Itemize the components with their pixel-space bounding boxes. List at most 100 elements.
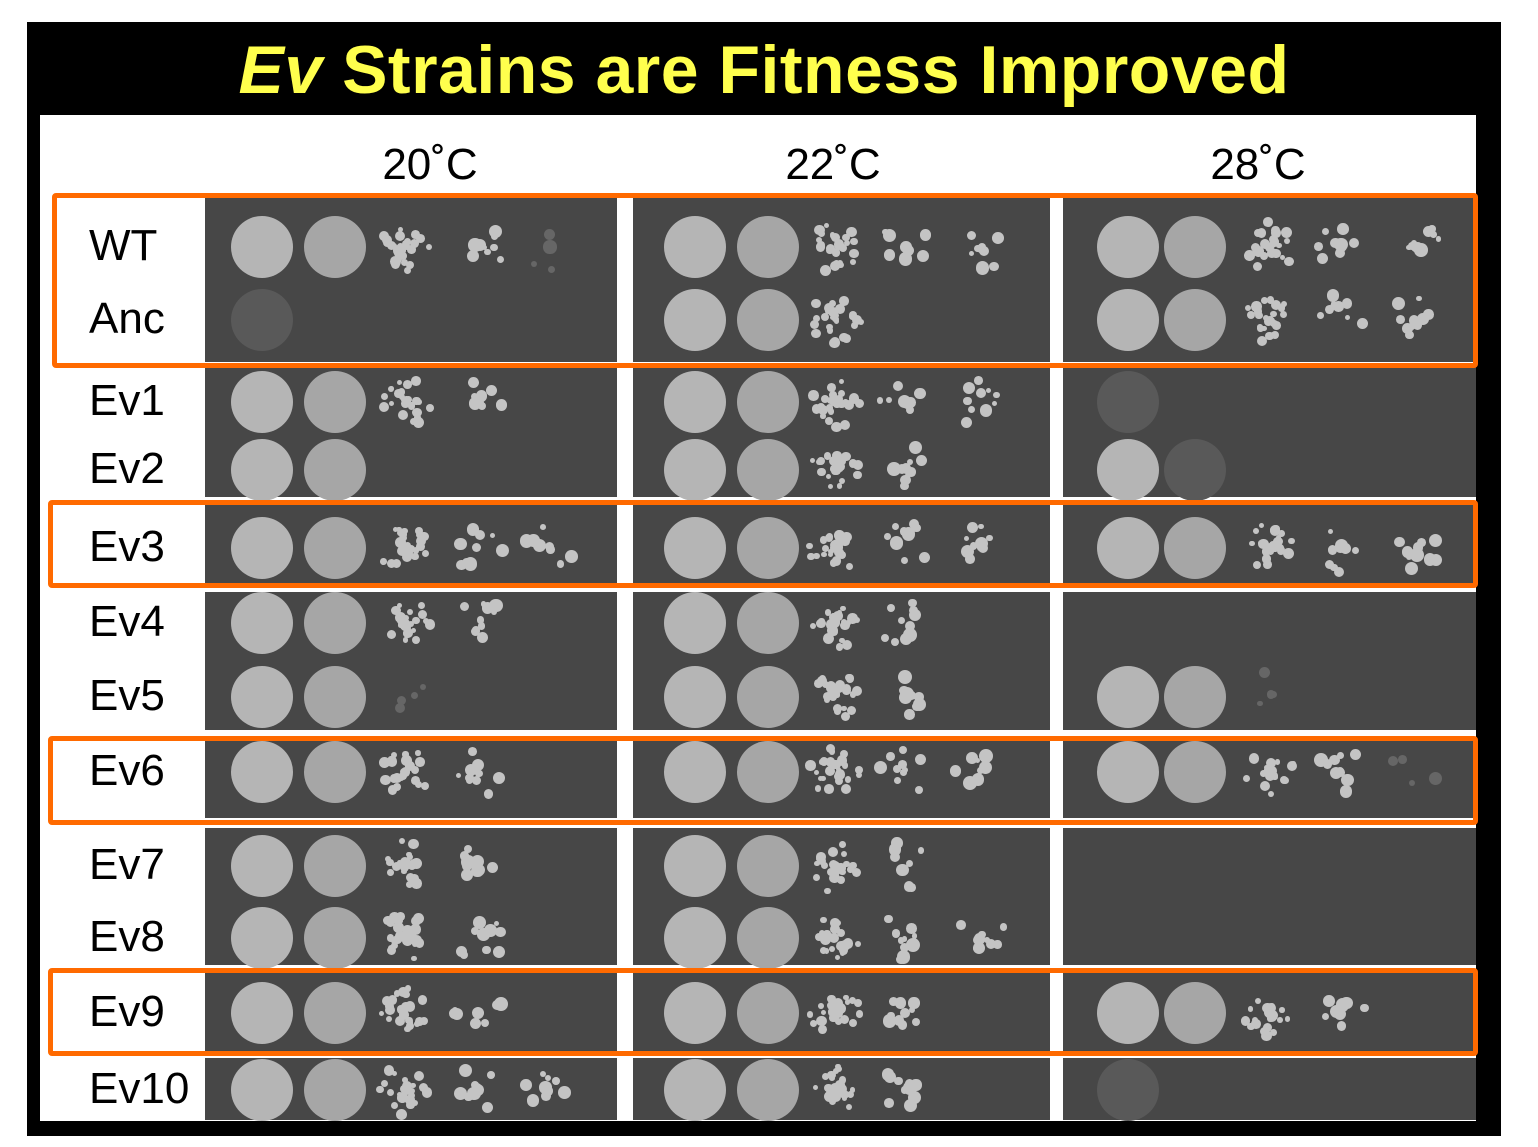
yeast-colony	[493, 946, 506, 959]
yeast-colony	[1278, 530, 1285, 537]
yeast-colony	[391, 605, 401, 616]
yeast-colony	[838, 757, 845, 764]
yeast-colony	[901, 557, 909, 565]
yeast-colony	[405, 763, 411, 769]
yeast-colony	[837, 261, 844, 269]
yeast-colony	[539, 1081, 552, 1094]
yeast-colony	[811, 298, 821, 309]
yeast-colony	[978, 523, 984, 530]
yeast-colony	[1243, 774, 1251, 783]
yeast-colony	[830, 867, 840, 877]
yeast-colony	[828, 548, 834, 555]
yeast-colony	[472, 915, 486, 929]
yeast-colony	[819, 265, 831, 277]
yeast-colony	[395, 536, 406, 548]
yeast-colony	[884, 1098, 894, 1108]
yeast-colony	[396, 1005, 406, 1014]
yeast-colony	[835, 1002, 847, 1014]
yeast-colony	[412, 416, 424, 428]
yeast-colony	[396, 526, 403, 533]
yeast-colony	[459, 851, 470, 862]
yeast-colony	[469, 1018, 481, 1029]
yeast-colony	[1247, 1006, 1254, 1013]
yeast-colony	[1252, 560, 1262, 569]
yeast-colony	[830, 232, 841, 243]
yeast-colony	[839, 840, 846, 848]
yeast-colony	[851, 315, 862, 326]
yeast-colony	[463, 557, 478, 571]
yeast-colony	[975, 260, 990, 275]
yeast-colony	[1260, 769, 1268, 777]
yeast-colony	[833, 238, 845, 250]
yeast-colony	[405, 261, 414, 270]
yeast-spot	[664, 1059, 726, 1121]
yeast-colony	[419, 531, 429, 542]
yeast-colony	[1273, 536, 1283, 547]
yeast-colony	[378, 401, 390, 413]
yeast-colony	[410, 692, 419, 700]
yeast-colony	[407, 838, 419, 850]
yeast-colony	[916, 249, 930, 263]
yeast-colony	[892, 765, 901, 774]
yeast-colony	[494, 996, 508, 1011]
yeast-colony	[1356, 317, 1368, 329]
yeast-colony	[812, 873, 821, 881]
yeast-colony	[823, 452, 832, 460]
row-label: Ev1	[89, 376, 165, 425]
yeast-colony	[900, 474, 911, 486]
yeast-colony	[401, 1009, 409, 1017]
yeast-colony	[832, 315, 839, 323]
yeast-colony	[826, 1000, 837, 1011]
yeast-colony	[1284, 1016, 1291, 1022]
yeast-colony	[874, 760, 888, 774]
yeast-colony	[840, 1015, 850, 1025]
yeast-colony	[844, 776, 852, 783]
yeast-colony	[911, 701, 922, 712]
yeast-colony	[1394, 536, 1405, 548]
yeast-colony	[906, 467, 917, 477]
yeast-colony	[1430, 231, 1438, 239]
yeast-colony	[478, 401, 487, 411]
yeast-colony	[453, 1087, 467, 1101]
yeast-colony	[406, 1019, 414, 1026]
yeast-colony	[1249, 540, 1255, 547]
yeast-colony	[829, 1075, 835, 1081]
yeast-colony	[999, 922, 1008, 931]
yeast-colony	[846, 1090, 854, 1098]
yeast-spot	[231, 982, 293, 1044]
yeast-spot	[737, 289, 799, 351]
yeast-colony	[829, 544, 838, 552]
yeast-colony	[829, 337, 840, 349]
yeast-colony	[833, 313, 840, 319]
yeast-colony	[386, 1088, 394, 1096]
yeast-colony	[411, 775, 421, 785]
yeast-colony	[967, 521, 979, 533]
yeast-colony	[824, 887, 831, 894]
yeast-colony	[1271, 228, 1281, 238]
yeast-colony	[828, 859, 839, 870]
yeast-spot	[231, 517, 293, 579]
yeast-colony	[894, 777, 902, 785]
yeast-colony	[401, 258, 409, 266]
yeast-colony	[1259, 251, 1268, 260]
yeast-colony	[828, 391, 837, 399]
yeast-colony	[412, 547, 419, 554]
yeast-spot	[737, 517, 799, 579]
yeast-colony	[839, 477, 846, 484]
yeast-colony	[812, 1084, 819, 1091]
yeast-colony	[420, 1016, 429, 1025]
column-header-28c: 28˚C	[1210, 140, 1306, 189]
yeast-colony	[849, 996, 857, 1004]
yeast-colony	[818, 929, 826, 937]
yeast-colony	[1244, 250, 1253, 260]
yeast-colony	[835, 679, 846, 690]
yeast-colony	[409, 238, 420, 248]
yeast-colony	[908, 608, 922, 621]
yeast-colony	[840, 750, 849, 759]
yeast-colony	[406, 854, 413, 861]
yeast-colony	[825, 766, 835, 776]
yeast-colony	[841, 684, 851, 694]
yeast-colony	[397, 617, 409, 628]
yeast-spot	[1097, 1059, 1159, 1121]
yeast-colony	[891, 837, 903, 849]
